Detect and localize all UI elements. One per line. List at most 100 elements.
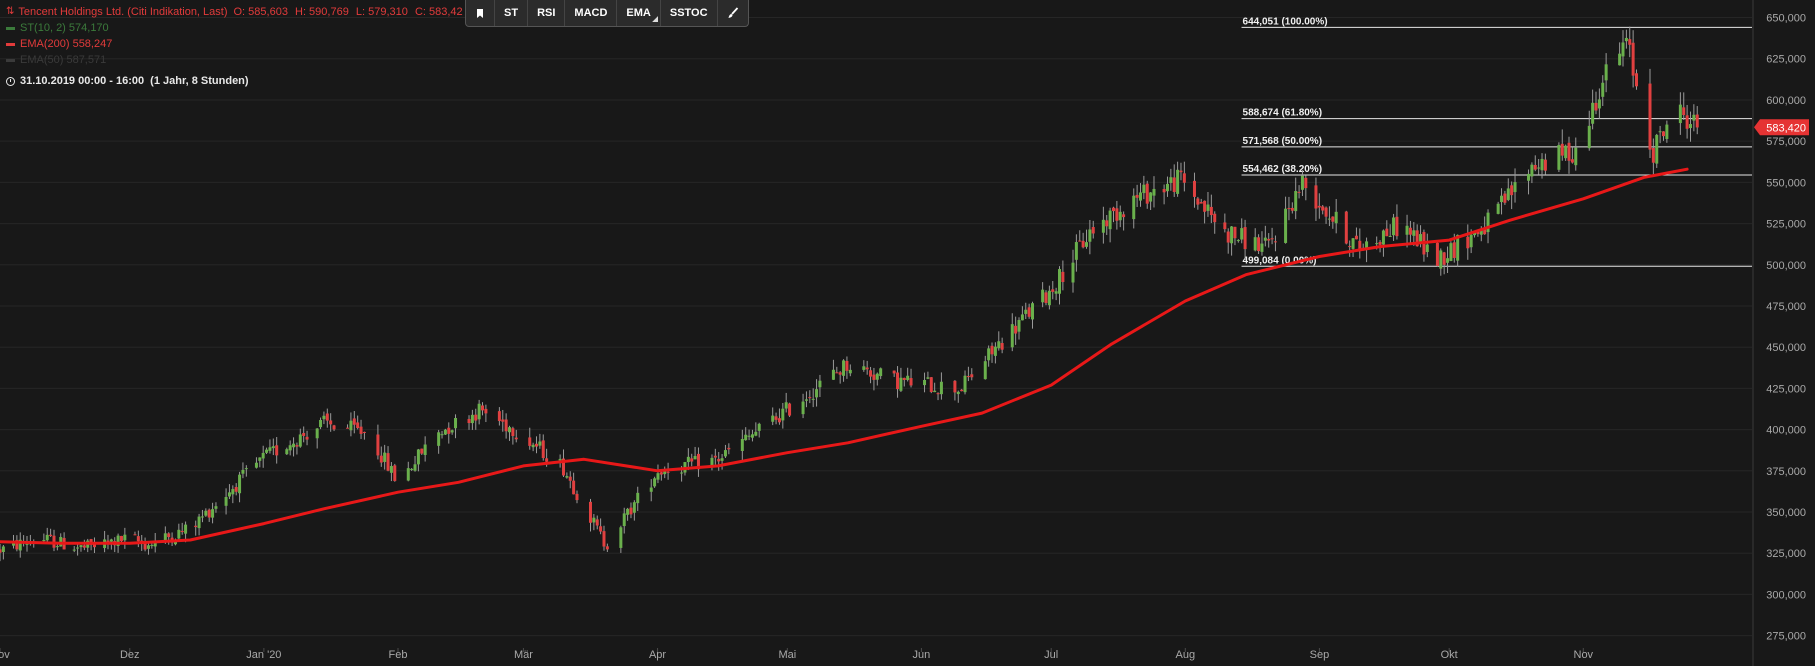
candle-body <box>1162 189 1166 193</box>
candle-body <box>970 374 974 378</box>
candle-body <box>1041 289 1045 303</box>
y-tick-label: 350,000 <box>1766 507 1806 519</box>
candle-body <box>123 534 127 541</box>
ema200-label: EMA(200) 558,247 <box>20 38 113 50</box>
candle-body <box>42 539 46 541</box>
candle-body <box>1628 39 1632 45</box>
candle-body <box>72 549 76 551</box>
rsi-button[interactable]: RSI <box>528 0 566 26</box>
clock-icon <box>6 76 15 86</box>
candle-body <box>406 468 410 481</box>
candle-body <box>909 378 913 386</box>
candle-body <box>1240 228 1244 240</box>
candle-body <box>359 426 363 434</box>
candle-body <box>1273 241 1277 243</box>
candle-body <box>265 449 269 453</box>
candle-body <box>197 516 201 529</box>
candle-body <box>1172 177 1176 193</box>
st-label: ST(10, 2) 574,170 <box>20 22 109 34</box>
candle-body <box>447 427 451 434</box>
candle-body <box>1395 216 1399 237</box>
fib-level-label: 554,462 (38.20%) <box>1243 164 1323 175</box>
candle-body <box>49 534 53 537</box>
candle-body <box>1270 238 1274 240</box>
candle-body <box>514 437 518 440</box>
y-tick-label: 650,000 <box>1766 13 1806 25</box>
candle-body <box>744 434 748 441</box>
candle-body <box>1442 252 1446 265</box>
candle-body <box>356 422 360 429</box>
ema200-indicator-row[interactable]: EMA(200) 558,247 <box>6 36 467 52</box>
instrument-title[interactable]: Tencent Holdings Ltd. (Citi Indikation, … <box>18 6 228 18</box>
macd-button[interactable]: MACD <box>565 0 618 26</box>
low-value: L: 579,310 <box>355 6 408 18</box>
candle-body <box>1665 124 1669 139</box>
x-tick-label: Apr <box>649 649 666 661</box>
x-tick-label: Mär <box>514 649 533 661</box>
candle-body <box>443 429 447 435</box>
candle-body <box>481 405 485 411</box>
bookmark-button[interactable] <box>466 0 495 26</box>
candle-body <box>757 423 761 431</box>
candle-body <box>1540 158 1544 171</box>
candle-body <box>649 487 653 492</box>
drawing-tool-button[interactable] <box>718 0 748 26</box>
candle-body <box>1685 115 1689 129</box>
close-value: C: 583,42 <box>414 6 463 18</box>
candle-body <box>1385 228 1389 237</box>
candle-body <box>288 445 292 451</box>
candle-body <box>477 403 481 420</box>
candle-body <box>1199 202 1203 204</box>
instrument-title-row: ⇅ Tencent Holdings Ltd. (Citi Indikation… <box>6 4 467 20</box>
candle-body <box>1388 236 1392 238</box>
candle-body <box>268 447 272 451</box>
st-button[interactable]: ST <box>495 0 529 26</box>
candle-body <box>713 455 717 458</box>
candle-body <box>605 546 609 550</box>
candle-body <box>781 408 785 421</box>
candle-body <box>1169 177 1173 183</box>
ema-button[interactable]: EMA ◢ <box>617 0 661 26</box>
candle-body <box>1567 142 1571 161</box>
candle-body <box>723 450 727 457</box>
candle-body <box>1655 134 1659 164</box>
candle-body <box>626 508 630 515</box>
candle-body <box>416 449 420 465</box>
candle-body <box>1149 192 1153 202</box>
candle-body <box>1506 188 1510 200</box>
ema50-indicator-row[interactable]: EMA(50) 587,571 <box>6 52 467 68</box>
candle-body <box>1203 200 1207 212</box>
candle-body <box>467 418 471 424</box>
candle-body <box>933 390 937 393</box>
candle-body <box>1496 203 1500 214</box>
candle-body <box>1486 212 1490 233</box>
candle-body <box>163 533 167 542</box>
candle-body <box>788 403 792 416</box>
date-span: (1 Jahr, 8 Stunden) <box>150 75 249 87</box>
st-indicator-row[interactable]: ST(10, 2) 574,170 <box>6 20 467 36</box>
candle-body <box>410 468 414 470</box>
candle-body <box>1648 83 1652 150</box>
candle-body <box>953 380 957 393</box>
candle-body <box>892 370 896 374</box>
candle-body <box>1503 193 1507 203</box>
sstoc-button[interactable]: SSTOC <box>661 0 718 26</box>
candle-body <box>25 543 29 545</box>
x-tick-label: Nov <box>1574 649 1594 661</box>
y-tick-label: 300,000 <box>1766 589 1806 601</box>
candle-body <box>420 448 424 454</box>
candle-body <box>720 458 724 461</box>
candle-body <box>1054 291 1058 294</box>
y-tick-label: 275,000 <box>1766 631 1806 643</box>
candle-body <box>531 444 535 448</box>
candle-body <box>1145 183 1149 204</box>
candle-body <box>1651 147 1655 163</box>
candle-body <box>1510 185 1514 196</box>
candle-body <box>511 428 515 437</box>
candle-body <box>1226 231 1230 243</box>
candle-body <box>238 474 242 494</box>
candle-body <box>1192 180 1196 197</box>
candle-body <box>1017 320 1021 332</box>
candle-body <box>254 462 258 468</box>
